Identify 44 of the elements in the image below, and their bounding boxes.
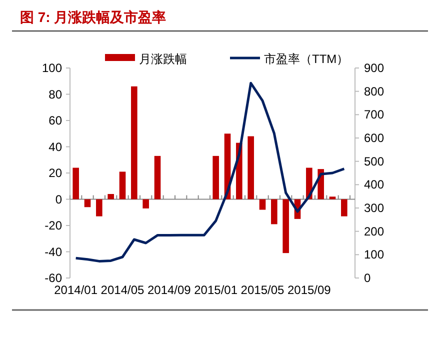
y2-tick-label: 600 bbox=[364, 131, 384, 145]
legend-label: 市盈率（TTM） bbox=[264, 52, 349, 66]
x-tick-label: 2014/09 bbox=[147, 283, 192, 297]
bar bbox=[341, 199, 348, 216]
y2-tick-label: 500 bbox=[364, 154, 384, 168]
y2-tick-label: 900 bbox=[364, 61, 384, 75]
x-tick-label: 2015/09 bbox=[287, 283, 332, 297]
bar bbox=[282, 199, 289, 254]
y-tick-label: 0 bbox=[55, 192, 62, 206]
y-tick-label: 80 bbox=[48, 87, 62, 102]
y2-tick-label: 100 bbox=[364, 248, 384, 262]
line-series bbox=[74, 82, 346, 262]
bar bbox=[248, 136, 254, 200]
bar bbox=[154, 156, 161, 200]
x-tick-label: 2015/01 bbox=[194, 283, 238, 297]
x-tick-label: 2014/05 bbox=[100, 283, 145, 297]
bar bbox=[96, 199, 102, 216]
x-tick-label: 2015/05 bbox=[240, 283, 285, 297]
bar bbox=[259, 199, 266, 210]
y2-tick-label: 800 bbox=[364, 84, 384, 98]
x-tick-label: 2014/01 bbox=[54, 283, 98, 297]
y-tick-label: 20 bbox=[48, 166, 62, 180]
bar bbox=[84, 199, 91, 208]
chart-title: 图 7: 月涨跌幅及市盈率 bbox=[20, 9, 166, 25]
bar bbox=[119, 172, 126, 200]
legend-label: 月涨跌幅 bbox=[139, 52, 187, 66]
y-tick-label: 100 bbox=[42, 61, 62, 75]
y-tick-label: -60 bbox=[44, 271, 62, 285]
bar bbox=[131, 86, 138, 200]
bar bbox=[108, 194, 114, 200]
y-tick-label: 40 bbox=[48, 140, 62, 154]
y2-tick-label: 700 bbox=[364, 108, 384, 122]
y2-tick-label: 300 bbox=[364, 201, 384, 215]
bar bbox=[212, 156, 219, 200]
y2-tick-label: 200 bbox=[364, 224, 384, 238]
bar bbox=[142, 199, 149, 208]
y2-tick-label: 400 bbox=[364, 178, 384, 192]
bar bbox=[72, 168, 79, 200]
bar bbox=[329, 196, 336, 200]
bar bbox=[271, 199, 278, 224]
y-tick-label: 60 bbox=[48, 114, 62, 128]
y-tick-label: -20 bbox=[44, 218, 62, 232]
y-tick-label: -40 bbox=[44, 244, 62, 259]
y2-tick-label: 0 bbox=[364, 271, 371, 285]
